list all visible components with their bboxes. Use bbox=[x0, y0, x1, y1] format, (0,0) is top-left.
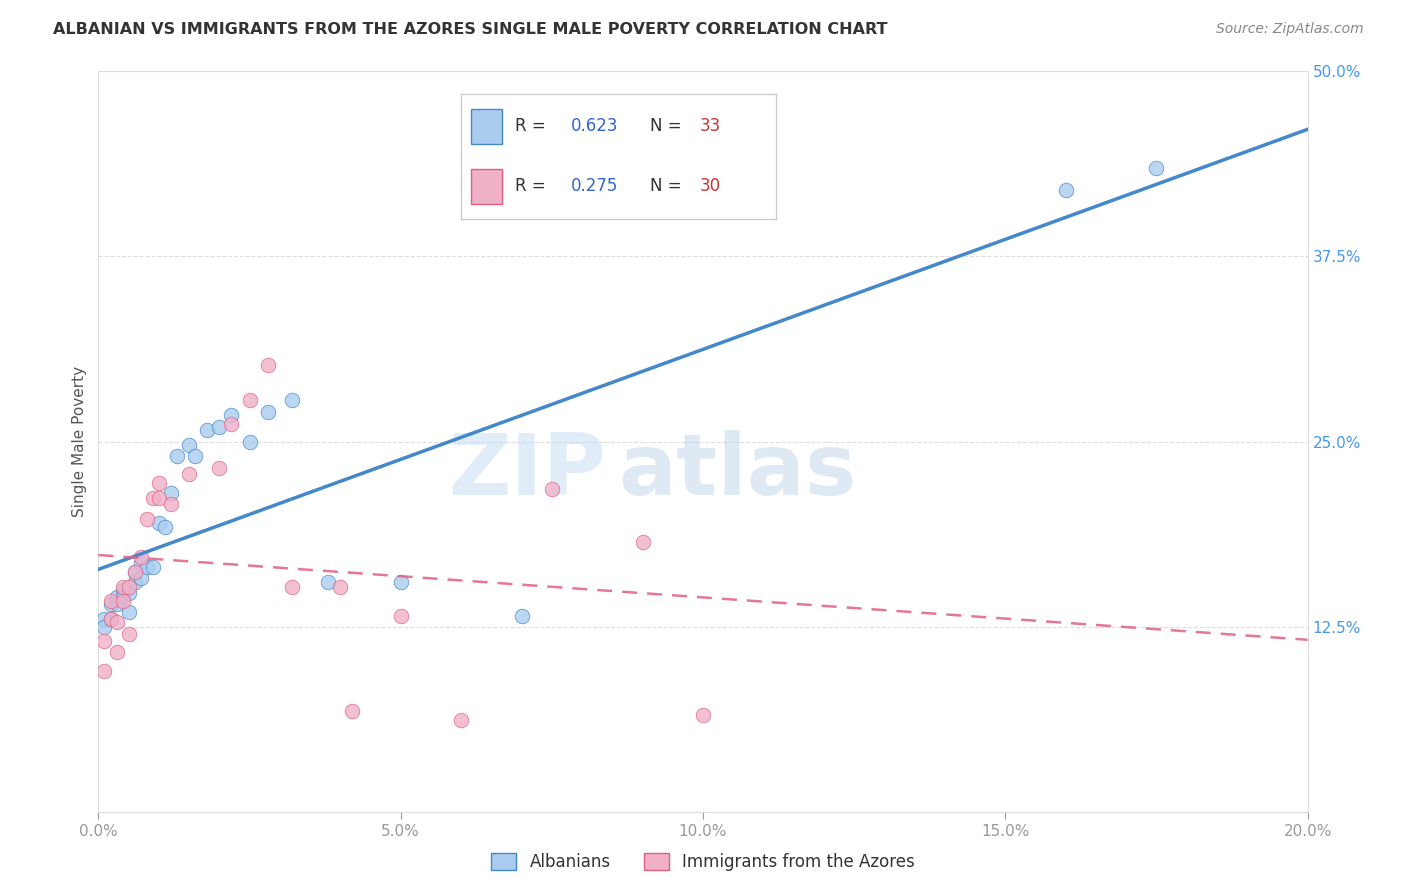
Point bbox=[221, 408, 243, 422]
Point bbox=[195, 423, 218, 437]
Point bbox=[118, 585, 141, 599]
Point bbox=[93, 619, 115, 633]
Point bbox=[142, 491, 165, 505]
Point bbox=[111, 590, 134, 604]
Point bbox=[118, 627, 141, 641]
Point bbox=[118, 605, 141, 619]
Point bbox=[129, 556, 152, 570]
Point bbox=[184, 450, 207, 464]
Point bbox=[160, 486, 183, 500]
Point bbox=[105, 590, 128, 604]
Point bbox=[1144, 161, 1167, 175]
Point bbox=[239, 434, 262, 449]
Point bbox=[239, 393, 262, 408]
Point bbox=[281, 580, 304, 594]
Point bbox=[129, 549, 152, 564]
Point bbox=[692, 708, 714, 723]
Point bbox=[93, 634, 115, 648]
Point bbox=[148, 491, 170, 505]
Point bbox=[111, 580, 134, 594]
Point bbox=[160, 497, 183, 511]
Point bbox=[316, 575, 339, 590]
Legend: Albanians, Immigrants from the Azores: Albanians, Immigrants from the Azores bbox=[485, 846, 921, 878]
Text: atlas: atlas bbox=[619, 430, 856, 513]
Point bbox=[342, 704, 364, 718]
Point bbox=[105, 645, 128, 659]
Point bbox=[221, 417, 243, 431]
Point bbox=[142, 560, 165, 574]
Point bbox=[256, 358, 278, 372]
Point bbox=[100, 598, 122, 612]
Point bbox=[281, 393, 304, 408]
Point bbox=[93, 664, 115, 678]
Point bbox=[510, 609, 533, 624]
Point bbox=[135, 511, 157, 525]
Point bbox=[111, 582, 134, 597]
Y-axis label: Single Male Poverty: Single Male Poverty bbox=[72, 366, 87, 517]
Point bbox=[329, 580, 352, 594]
Point bbox=[389, 575, 412, 590]
Point bbox=[256, 405, 278, 419]
Point bbox=[105, 615, 128, 630]
Point bbox=[450, 713, 472, 727]
Point bbox=[124, 575, 146, 590]
Text: Source: ZipAtlas.com: Source: ZipAtlas.com bbox=[1216, 22, 1364, 37]
Text: ZIP: ZIP bbox=[449, 430, 606, 513]
Point bbox=[208, 419, 231, 434]
Point bbox=[148, 516, 170, 530]
Point bbox=[100, 612, 122, 626]
Point bbox=[105, 598, 128, 612]
Point bbox=[389, 609, 412, 624]
Point bbox=[93, 612, 115, 626]
Point bbox=[208, 461, 231, 475]
Point bbox=[631, 535, 654, 549]
Point bbox=[179, 437, 201, 451]
Point bbox=[129, 571, 152, 585]
Point bbox=[540, 482, 562, 496]
Text: ALBANIAN VS IMMIGRANTS FROM THE AZORES SINGLE MALE POVERTY CORRELATION CHART: ALBANIAN VS IMMIGRANTS FROM THE AZORES S… bbox=[53, 22, 889, 37]
Point bbox=[124, 565, 146, 579]
Point bbox=[118, 580, 141, 594]
Point bbox=[100, 612, 122, 626]
Point bbox=[135, 560, 157, 574]
Point bbox=[100, 594, 122, 608]
Point bbox=[111, 594, 134, 608]
Point bbox=[166, 450, 188, 464]
Point bbox=[1054, 183, 1077, 197]
Point bbox=[124, 565, 146, 579]
Point bbox=[179, 467, 201, 482]
Point bbox=[148, 475, 170, 490]
Point bbox=[153, 520, 176, 534]
